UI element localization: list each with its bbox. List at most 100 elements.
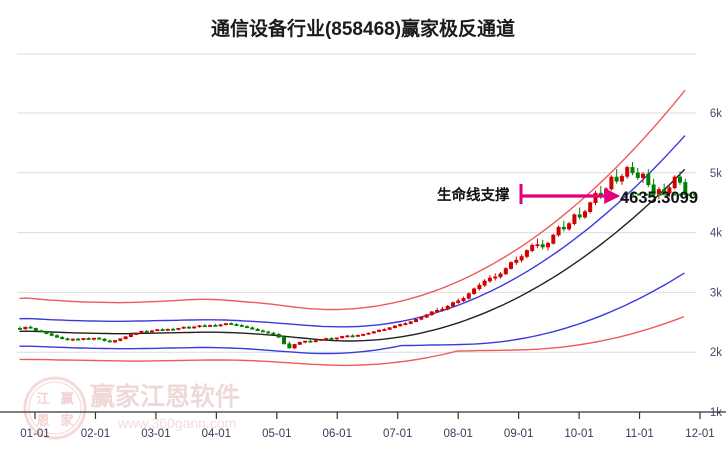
candlestick [340, 335, 345, 339]
candlestick [245, 325, 250, 329]
candlestick [197, 324, 202, 328]
watermark-seal-ring [23, 376, 87, 440]
x-axis-tick-label: 08-01 [443, 428, 472, 440]
candlestick [376, 329, 381, 333]
candlestick [530, 243, 535, 253]
candlestick [672, 175, 677, 190]
candlestick [329, 337, 334, 340]
candle-body [250, 327, 255, 330]
candle-body [54, 335, 59, 338]
lower-outer-band [19, 316, 684, 367]
candle-body [524, 250, 529, 257]
gridlines: 6k 5k 4k 3k 2k 1k [0, 53, 726, 419]
candle-body [202, 325, 207, 328]
candle-body [144, 330, 149, 333]
candle-body [355, 334, 360, 337]
candlestick [181, 326, 186, 329]
x-axis-tick-label: 12-01 [685, 428, 714, 440]
candlestick [440, 306, 445, 312]
candle-body [86, 338, 91, 340]
candle-body [223, 323, 228, 326]
candle-body [350, 335, 355, 338]
candlestick [39, 329, 44, 333]
candlestick [81, 338, 86, 341]
candle-body [245, 326, 250, 329]
candlestick [160, 328, 165, 332]
candle-body [640, 173, 645, 178]
candlestick [366, 332, 371, 335]
candlestick [271, 331, 276, 335]
x-axis-tick-label: 05-01 [262, 428, 291, 440]
candlestick [91, 337, 96, 341]
candlestick [118, 338, 123, 342]
x-axis-tick-label: 11-01 [625, 428, 654, 440]
candlestick [545, 241, 550, 251]
candlestick [223, 322, 228, 326]
candle-body [419, 316, 424, 320]
candle-body [361, 333, 366, 336]
candlestick [635, 168, 640, 180]
candlestick [577, 207, 582, 220]
candle-body [255, 328, 260, 332]
candlestick [218, 324, 223, 327]
candlestick [123, 336, 128, 340]
candle-body [445, 305, 450, 310]
y-axis-tick-label: 6k [710, 108, 722, 120]
candlestick [324, 337, 329, 341]
candlestick [514, 256, 519, 265]
candlestick [487, 275, 492, 283]
candlestick [266, 330, 271, 334]
candle-body [382, 329, 387, 332]
candle-body [28, 326, 33, 329]
candle-body [213, 324, 218, 327]
candlestick [398, 323, 403, 327]
candle-body [297, 341, 302, 345]
candle-body [582, 211, 587, 218]
candlestick [683, 178, 688, 198]
candle-body [424, 314, 429, 318]
candle-body [308, 340, 313, 343]
candle-body [91, 337, 96, 340]
candlestick [387, 327, 392, 331]
candle-body [17, 327, 22, 330]
candle-body [150, 330, 155, 333]
candlestick [276, 333, 281, 338]
candle-body [187, 326, 192, 329]
candlestick [424, 313, 429, 319]
candle-body [561, 226, 566, 230]
candlestick [419, 316, 424, 321]
candlestick [572, 213, 577, 226]
candlestick [403, 322, 408, 326]
candlestick [535, 238, 540, 249]
candlestick [429, 310, 434, 316]
mid-line [19, 169, 685, 342]
candle-body [229, 323, 234, 326]
candlestick [144, 329, 149, 333]
candlestick [113, 340, 118, 343]
x-axis-tick-label: 04-01 [202, 428, 231, 440]
candle-body [234, 324, 239, 326]
candle-body [593, 192, 598, 204]
candlestick [482, 279, 487, 288]
candlestick [128, 334, 133, 338]
candlestick [551, 233, 556, 245]
candle-body [508, 262, 513, 269]
candle-body [413, 318, 418, 322]
candle-body [281, 336, 286, 345]
candle-body [65, 338, 70, 341]
candle-body [398, 324, 403, 327]
candlestick [361, 333, 366, 337]
candlestick [609, 175, 614, 191]
watermark: 江赢恩 家 赢家江恩软件 www.360gann.com [23, 376, 240, 440]
candle-body [155, 329, 160, 332]
candle-body [482, 280, 487, 286]
candle-body [107, 340, 112, 343]
candle-body [535, 244, 540, 247]
watermark-seal-char: 家 [60, 413, 74, 428]
candle-body [97, 337, 102, 340]
candlestick [508, 261, 513, 270]
candlestick [461, 296, 466, 302]
annotation-lifeline-support: 生命线支撑 4635.3099 [437, 184, 698, 207]
candlestick [493, 273, 498, 281]
